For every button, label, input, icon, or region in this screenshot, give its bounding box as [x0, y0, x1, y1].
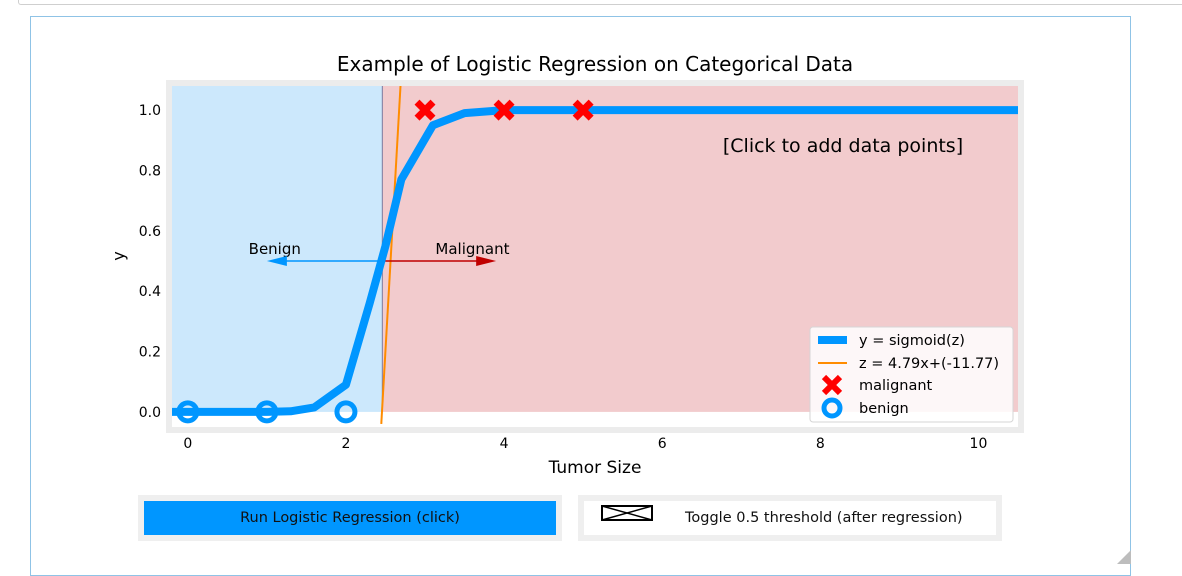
legend-label: z = 4.79x+(-11.77): [859, 356, 999, 372]
benign-point: [176, 400, 200, 424]
y-tick-label: 0.2: [139, 345, 161, 361]
malignant-arrow-head: [476, 256, 497, 267]
benign-region: [172, 86, 383, 412]
benign-point: [255, 400, 279, 424]
y-tick-label: 0.8: [139, 163, 161, 179]
y-tick-label: 1.0: [139, 103, 161, 119]
threshold-toggle-label: Toggle 0.5 threshold (after regression): [685, 510, 963, 526]
legend-swatch-malignant: [821, 374, 843, 396]
legend-label: benign: [859, 401, 909, 417]
z-linear-line: [380, 85, 402, 425]
x-tick-label: 8: [816, 436, 825, 452]
click-hint-annotation: [Click to add data points]: [723, 135, 963, 157]
y-axis-label: y: [109, 251, 128, 260]
x-tick-label: 2: [341, 436, 350, 452]
resize-handle[interactable]: [1117, 550, 1131, 564]
sigmoid-curve: [172, 106, 1018, 416]
run-regression-widget: Run Logistic Regression (click): [138, 495, 562, 541]
chart-title: Example of Logistic Regression on Catego…: [337, 52, 853, 76]
y-tick-label: 0.0: [139, 405, 161, 421]
malignant-point: [572, 99, 594, 121]
checkbox-icon[interactable]: [601, 505, 653, 521]
threshold-toggle-widget: Toggle 0.5 threshold (after regression): [578, 495, 1002, 541]
benign-annotation: Benign: [249, 240, 301, 258]
legend-swatch-benign: [821, 397, 843, 419]
x-tick-label: 4: [500, 436, 509, 452]
malignant-point: [414, 99, 436, 121]
y-tick-label: 0.6: [139, 224, 161, 240]
x-tick-label: 10: [970, 436, 988, 452]
benign-arrow-head: [266, 256, 287, 267]
x-tick-label: 6: [658, 436, 667, 452]
x-axis-label: Tumor Size: [548, 458, 642, 478]
malignant-annotation: Malignant: [435, 240, 509, 258]
legend-label: y = sigmoid(z): [859, 333, 965, 349]
malignant-point: [493, 99, 515, 121]
benign-point: [334, 400, 358, 424]
legend-label: malignant: [859, 378, 933, 394]
run-regression-button[interactable]: Run Logistic Regression (click): [144, 501, 556, 535]
legend-box: [809, 326, 1014, 423]
x-tick-label: 0: [183, 436, 192, 452]
previous-output-border: [18, 0, 1182, 5]
y-tick-label: 0.4: [139, 284, 161, 300]
threshold-toggle[interactable]: Toggle 0.5 threshold (after regression): [584, 501, 996, 535]
